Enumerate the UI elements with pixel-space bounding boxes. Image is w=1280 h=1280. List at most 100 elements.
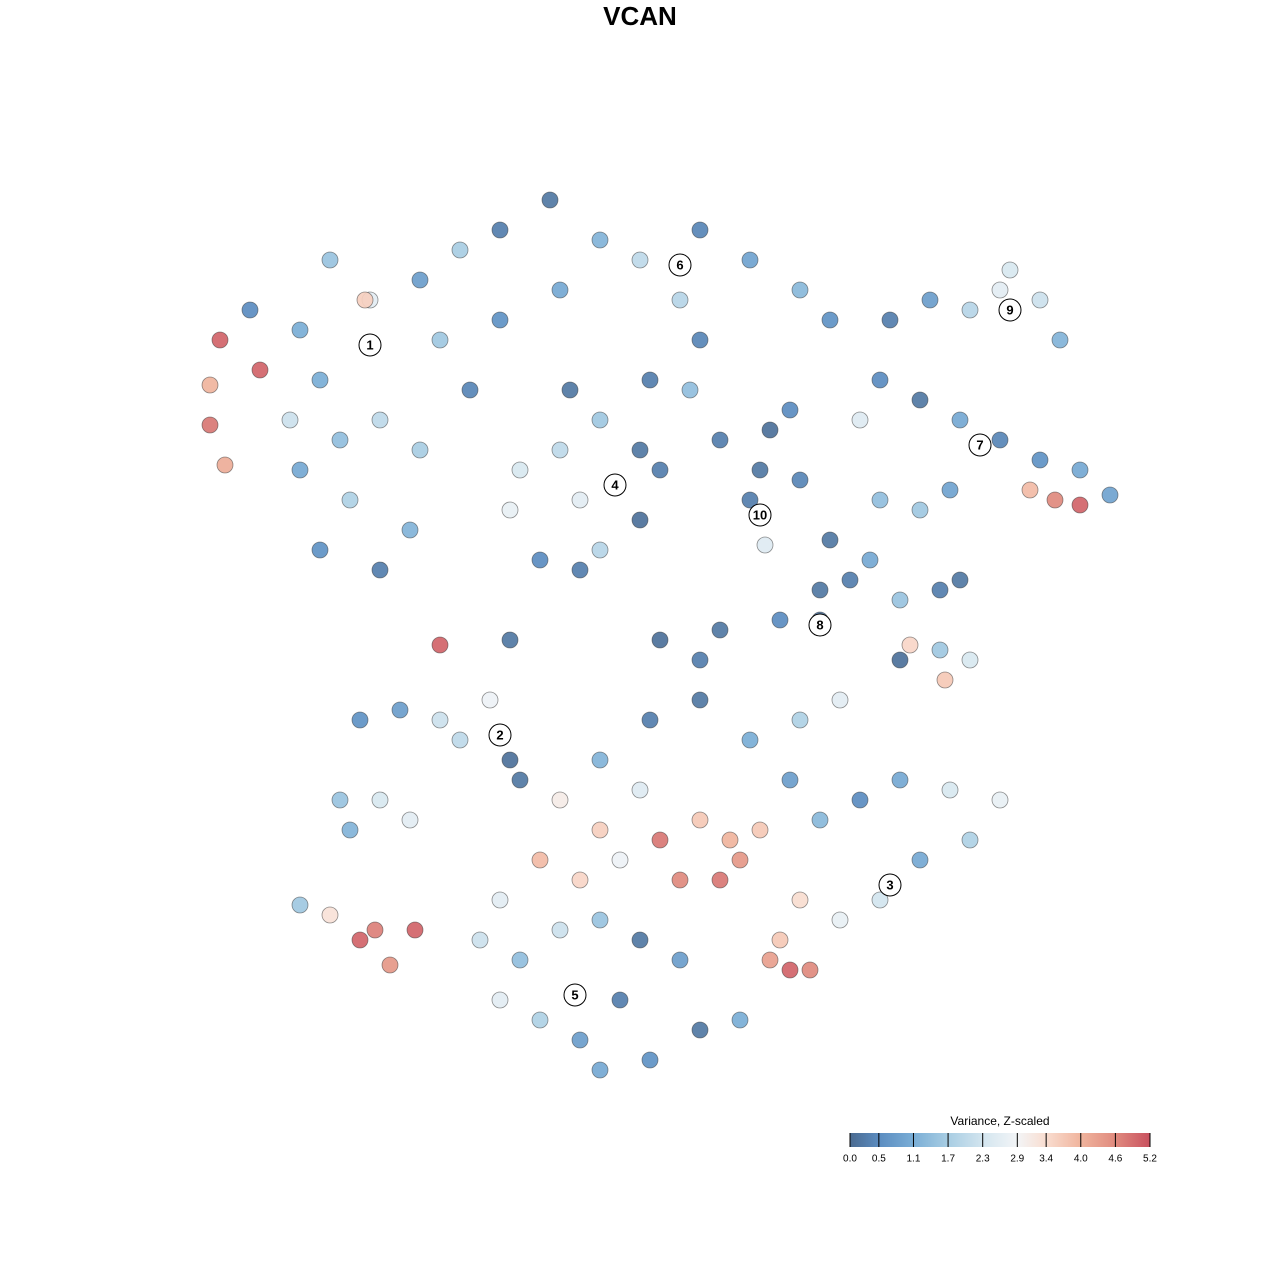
point (651, 461, 669, 479)
point (351, 711, 369, 729)
point (491, 891, 509, 909)
point (741, 251, 759, 269)
point (741, 491, 759, 509)
point (791, 471, 809, 489)
point (711, 621, 729, 639)
point (691, 331, 709, 349)
point (591, 411, 609, 429)
cluster-label: 6 (676, 257, 683, 272)
point (501, 501, 519, 519)
point (731, 1011, 749, 1029)
point (241, 301, 259, 319)
point (781, 771, 799, 789)
cluster-label: 10 (753, 507, 767, 522)
point (881, 311, 899, 329)
point (431, 711, 449, 729)
point (501, 751, 519, 769)
cluster-marker (998, 298, 1022, 322)
point (551, 791, 569, 809)
point (531, 551, 549, 569)
point (741, 731, 759, 749)
point (761, 421, 779, 439)
point (406, 921, 424, 939)
point (961, 831, 979, 849)
point (551, 281, 569, 299)
point (801, 961, 819, 979)
point (811, 581, 829, 599)
point (631, 441, 649, 459)
point (781, 961, 799, 979)
point (1001, 261, 1019, 279)
point (781, 401, 799, 419)
point (216, 456, 234, 474)
cluster-marker (603, 473, 627, 497)
point (371, 561, 389, 579)
point (991, 281, 1009, 299)
point (1071, 461, 1089, 479)
point (331, 791, 349, 809)
point (851, 791, 869, 809)
point (871, 371, 889, 389)
point (201, 376, 219, 394)
point (401, 521, 419, 539)
point (861, 551, 879, 569)
point (391, 701, 409, 719)
point (771, 931, 789, 949)
cluster-marker (563, 983, 587, 1007)
colorbar-tick-label: 2.3 (976, 1154, 990, 1165)
chart-title: VCAN (603, 1, 677, 31)
cluster-marker (748, 503, 772, 527)
point (531, 851, 549, 869)
point (631, 781, 649, 799)
cluster-label: 5 (571, 987, 578, 1002)
colorbar-tick-label: 0.0 (843, 1154, 857, 1165)
point (691, 811, 709, 829)
point (1031, 451, 1049, 469)
point (591, 911, 609, 929)
point (1101, 486, 1119, 504)
point (501, 631, 519, 649)
point (691, 691, 709, 709)
point (561, 381, 579, 399)
colorbar-tick-label: 3.4 (1039, 1154, 1053, 1165)
point (571, 491, 589, 509)
point (471, 931, 489, 949)
point (551, 441, 569, 459)
point (721, 831, 739, 849)
point (871, 891, 889, 909)
point (871, 491, 889, 509)
point (611, 851, 629, 869)
point (201, 416, 219, 434)
point (401, 811, 419, 829)
point (671, 291, 689, 309)
point (571, 1031, 589, 1049)
point (891, 591, 909, 609)
colorbar-tick-label: 0.5 (872, 1154, 886, 1165)
point (811, 811, 829, 829)
point (356, 291, 374, 309)
point (831, 691, 849, 709)
point (631, 931, 649, 949)
point (571, 871, 589, 889)
point (901, 636, 919, 654)
point (591, 231, 609, 249)
point (291, 461, 309, 479)
point (641, 371, 659, 389)
point (311, 541, 329, 559)
point (571, 561, 589, 579)
point (1021, 481, 1039, 499)
point (1031, 291, 1049, 309)
point (371, 791, 389, 809)
point (331, 431, 349, 449)
point (341, 821, 359, 839)
point (931, 581, 949, 599)
cluster-label: 7 (976, 437, 983, 452)
point (731, 851, 749, 869)
point (951, 411, 969, 429)
point (931, 641, 949, 659)
cluster-marker (488, 723, 512, 747)
point (791, 891, 809, 909)
cluster-marker (878, 873, 902, 897)
point (541, 191, 559, 209)
